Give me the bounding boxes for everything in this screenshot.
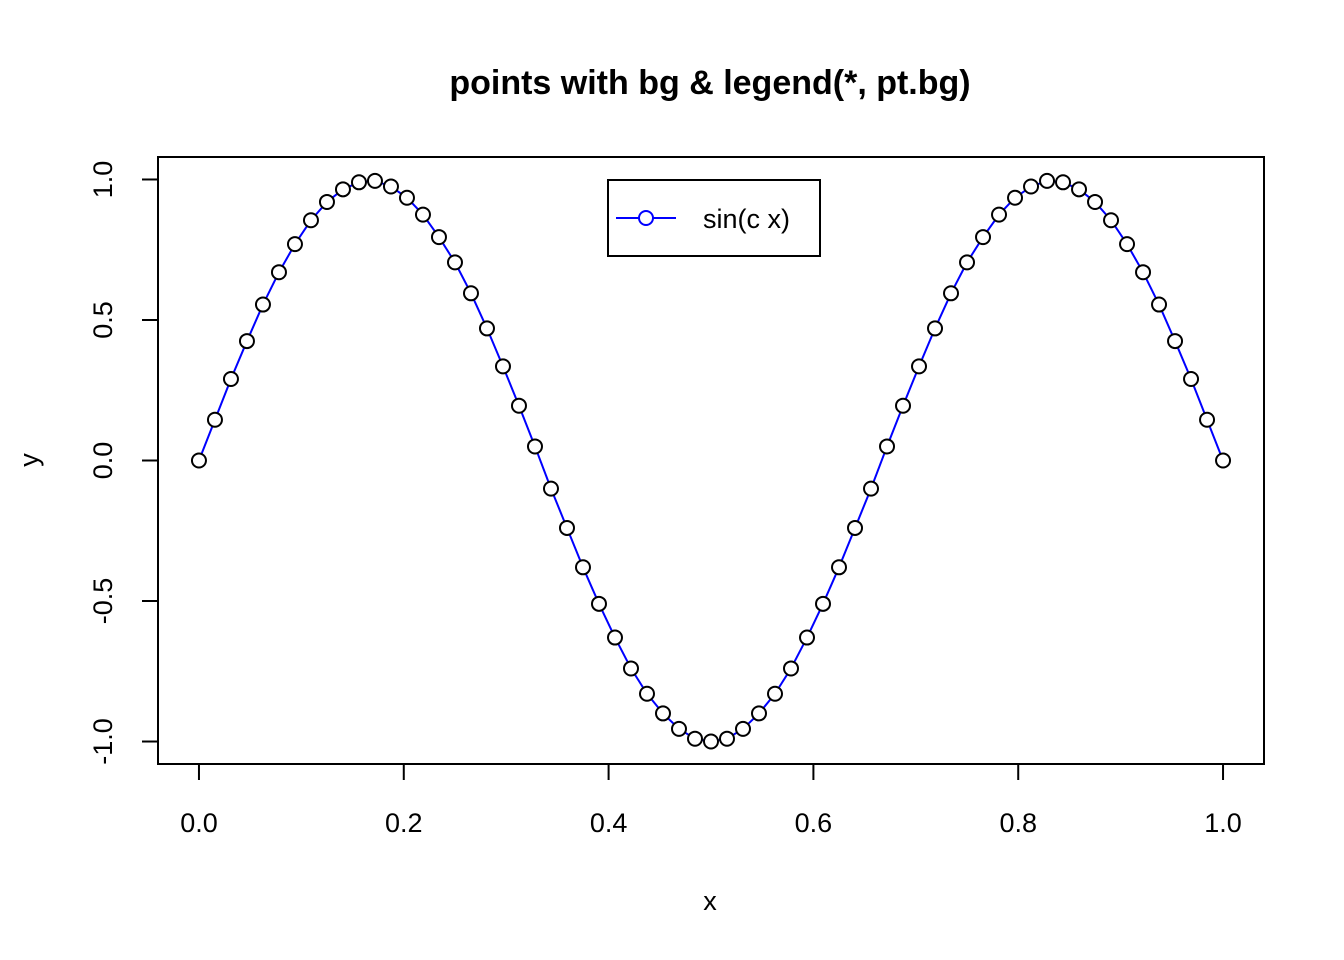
data-point bbox=[783, 660, 800, 677]
data-point bbox=[318, 193, 335, 210]
data-point bbox=[382, 178, 399, 195]
data-point bbox=[574, 559, 591, 576]
data-point bbox=[879, 438, 896, 455]
x-axis-label: x bbox=[703, 886, 717, 916]
data-point bbox=[895, 397, 912, 414]
data-point bbox=[254, 296, 271, 313]
legend-entry-label: sin(c x) bbox=[703, 204, 790, 234]
data-point bbox=[959, 254, 976, 271]
data-point bbox=[1183, 371, 1200, 388]
data-point bbox=[1103, 212, 1120, 229]
data-point bbox=[911, 358, 928, 375]
data-point bbox=[638, 685, 655, 702]
data-point bbox=[670, 720, 687, 737]
data-point bbox=[767, 685, 784, 702]
y-tick-label: 0.0 bbox=[88, 442, 118, 480]
y-tick-label: 0.5 bbox=[88, 301, 118, 339]
data-point bbox=[1167, 333, 1184, 350]
data-point bbox=[1135, 264, 1152, 281]
data-point bbox=[1215, 452, 1232, 469]
x-tick-label: 0.4 bbox=[590, 808, 628, 838]
data-point bbox=[414, 206, 431, 223]
data-point bbox=[847, 519, 864, 536]
data-point bbox=[799, 629, 816, 646]
data-point bbox=[334, 181, 351, 198]
chart-title: points with bg & legend(*, pt.bg) bbox=[449, 64, 970, 102]
y-tick-label: -1.0 bbox=[88, 718, 118, 765]
data-point bbox=[927, 320, 944, 337]
data-point bbox=[975, 229, 992, 246]
data-point bbox=[526, 438, 543, 455]
data-point bbox=[430, 229, 447, 246]
data-point bbox=[735, 720, 752, 737]
data-point bbox=[1199, 411, 1216, 428]
data-point bbox=[510, 397, 527, 414]
y-tick-label: -0.5 bbox=[88, 578, 118, 625]
data-point bbox=[1087, 193, 1104, 210]
data-point bbox=[654, 705, 671, 722]
data-point bbox=[991, 206, 1008, 223]
x-tick-label: 0.2 bbox=[385, 808, 423, 838]
data-point bbox=[222, 371, 239, 388]
legend: sin(c x) bbox=[607, 179, 821, 257]
data-point bbox=[1023, 178, 1040, 195]
y-tick-label: 1.0 bbox=[88, 161, 118, 199]
y-axis-label: y bbox=[14, 453, 44, 467]
data-point bbox=[478, 320, 495, 337]
data-point bbox=[238, 333, 255, 350]
data-point bbox=[686, 730, 703, 747]
data-point bbox=[1071, 181, 1088, 198]
x-tick-label: 1.0 bbox=[1204, 808, 1242, 838]
x-tick-label: 0.8 bbox=[999, 808, 1037, 838]
data-point bbox=[703, 733, 719, 750]
data-point bbox=[206, 411, 223, 428]
data-point bbox=[350, 174, 367, 191]
data-point bbox=[831, 559, 848, 576]
data-point bbox=[446, 254, 463, 271]
data-point bbox=[606, 629, 623, 646]
data-point bbox=[190, 452, 207, 469]
x-tick-label: 0.0 bbox=[180, 808, 218, 838]
data-point bbox=[1055, 174, 1072, 191]
data-point bbox=[398, 189, 415, 206]
data-point bbox=[815, 595, 832, 612]
data-point bbox=[719, 730, 736, 747]
data-point bbox=[590, 595, 607, 612]
legend-marker-swatch bbox=[638, 210, 654, 226]
data-point bbox=[943, 285, 960, 302]
data-point bbox=[1119, 236, 1136, 253]
data-point bbox=[1007, 189, 1024, 206]
data-point bbox=[751, 705, 768, 722]
data-point bbox=[622, 660, 639, 677]
data-point bbox=[302, 212, 319, 229]
y-axis: -1.0 -0.5 0.0 0.5 1.0 bbox=[88, 161, 159, 765]
data-point bbox=[286, 236, 303, 253]
data-point bbox=[558, 519, 575, 536]
data-point bbox=[366, 172, 383, 189]
data-point bbox=[542, 480, 559, 497]
data-point bbox=[494, 358, 511, 375]
data-point bbox=[270, 264, 287, 281]
data-point bbox=[462, 285, 479, 302]
x-tick-label: 0.6 bbox=[795, 808, 833, 838]
x-axis: 0.0 0.2 0.4 0.6 0.8 1.0 bbox=[180, 763, 1242, 838]
data-point bbox=[863, 480, 880, 497]
series-layer bbox=[190, 172, 1232, 750]
data-point bbox=[1039, 172, 1056, 189]
data-point bbox=[1151, 296, 1168, 313]
